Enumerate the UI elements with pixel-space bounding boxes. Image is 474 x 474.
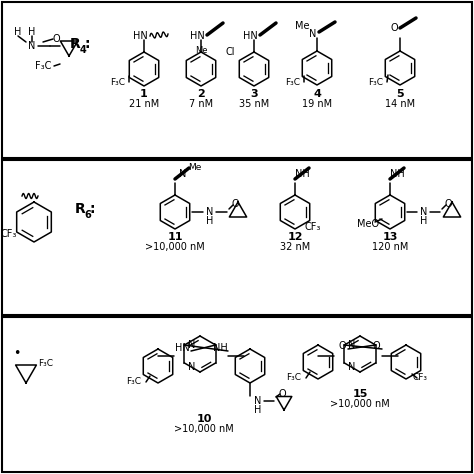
Text: Cl: Cl — [225, 47, 235, 57]
Text: N: N — [188, 362, 195, 372]
Text: N: N — [28, 41, 36, 51]
Text: N: N — [420, 207, 428, 217]
Text: NH: NH — [295, 169, 310, 179]
Text: F₃C: F₃C — [285, 78, 301, 86]
Text: O: O — [278, 389, 286, 399]
Text: 2: 2 — [197, 89, 205, 99]
Text: N: N — [179, 169, 187, 179]
Text: 7 nM: 7 nM — [189, 99, 213, 109]
Text: HN: HN — [174, 343, 190, 353]
Text: >10,000 nM: >10,000 nM — [145, 242, 205, 252]
Text: O: O — [338, 341, 346, 351]
Text: F₃C: F₃C — [35, 61, 51, 71]
FancyBboxPatch shape — [2, 2, 472, 158]
FancyBboxPatch shape — [2, 160, 472, 315]
Text: H: H — [206, 216, 214, 226]
Text: CF₃: CF₃ — [412, 374, 428, 383]
Text: F₃C: F₃C — [286, 374, 301, 383]
Text: R: R — [74, 202, 85, 216]
Text: 35 nM: 35 nM — [239, 99, 269, 109]
Text: N: N — [188, 340, 195, 350]
Text: N: N — [310, 29, 317, 39]
Text: H: H — [255, 405, 262, 415]
Text: R: R — [70, 37, 81, 51]
Text: HN: HN — [190, 31, 204, 41]
Text: O: O — [231, 199, 239, 209]
Text: :: : — [84, 37, 90, 51]
Text: 32 nM: 32 nM — [280, 242, 310, 252]
Text: CF₃: CF₃ — [0, 229, 17, 239]
Text: •: • — [13, 347, 21, 361]
Text: >10,000 nM: >10,000 nM — [330, 399, 390, 409]
Text: H: H — [420, 216, 428, 226]
Text: F₃C: F₃C — [110, 78, 126, 86]
FancyBboxPatch shape — [2, 317, 472, 472]
Text: HN: HN — [243, 31, 257, 41]
Text: 11: 11 — [167, 232, 183, 242]
Text: O: O — [390, 23, 398, 33]
Text: 5: 5 — [396, 89, 404, 99]
Text: N: N — [348, 340, 355, 350]
Text: 1: 1 — [140, 89, 148, 99]
Text: O: O — [444, 199, 452, 209]
Text: F₃C: F₃C — [127, 377, 142, 386]
Text: 4: 4 — [313, 89, 321, 99]
Text: 4: 4 — [80, 45, 86, 55]
Text: Me: Me — [295, 21, 309, 31]
Text: 10: 10 — [196, 414, 212, 424]
Text: H: H — [14, 27, 22, 37]
Text: Me: Me — [188, 163, 202, 172]
Text: N: N — [348, 362, 355, 372]
Text: F₃C: F₃C — [368, 78, 383, 86]
Text: 12: 12 — [287, 232, 303, 242]
Text: 120 nM: 120 nM — [372, 242, 408, 252]
Text: 19 nM: 19 nM — [302, 99, 332, 109]
Text: O: O — [52, 34, 60, 44]
Text: NH: NH — [390, 169, 404, 179]
Text: CF₃: CF₃ — [305, 222, 321, 232]
Text: MeO: MeO — [357, 219, 379, 229]
Text: N: N — [206, 207, 214, 217]
Text: F₃C: F₃C — [38, 359, 54, 368]
Text: O: O — [372, 341, 380, 351]
Text: 13: 13 — [383, 232, 398, 242]
Text: H: H — [28, 27, 36, 37]
Text: Me: Me — [195, 46, 207, 55]
Text: 21 nM: 21 nM — [129, 99, 159, 109]
Text: NH: NH — [213, 343, 228, 353]
Text: 3: 3 — [250, 89, 258, 99]
Text: HN: HN — [133, 31, 147, 41]
Text: 15: 15 — [352, 389, 368, 399]
Text: 6: 6 — [85, 210, 91, 220]
Text: 14 nM: 14 nM — [385, 99, 415, 109]
Text: N: N — [255, 396, 262, 406]
Text: :: : — [89, 202, 95, 216]
Text: >10,000 nM: >10,000 nM — [174, 424, 234, 434]
